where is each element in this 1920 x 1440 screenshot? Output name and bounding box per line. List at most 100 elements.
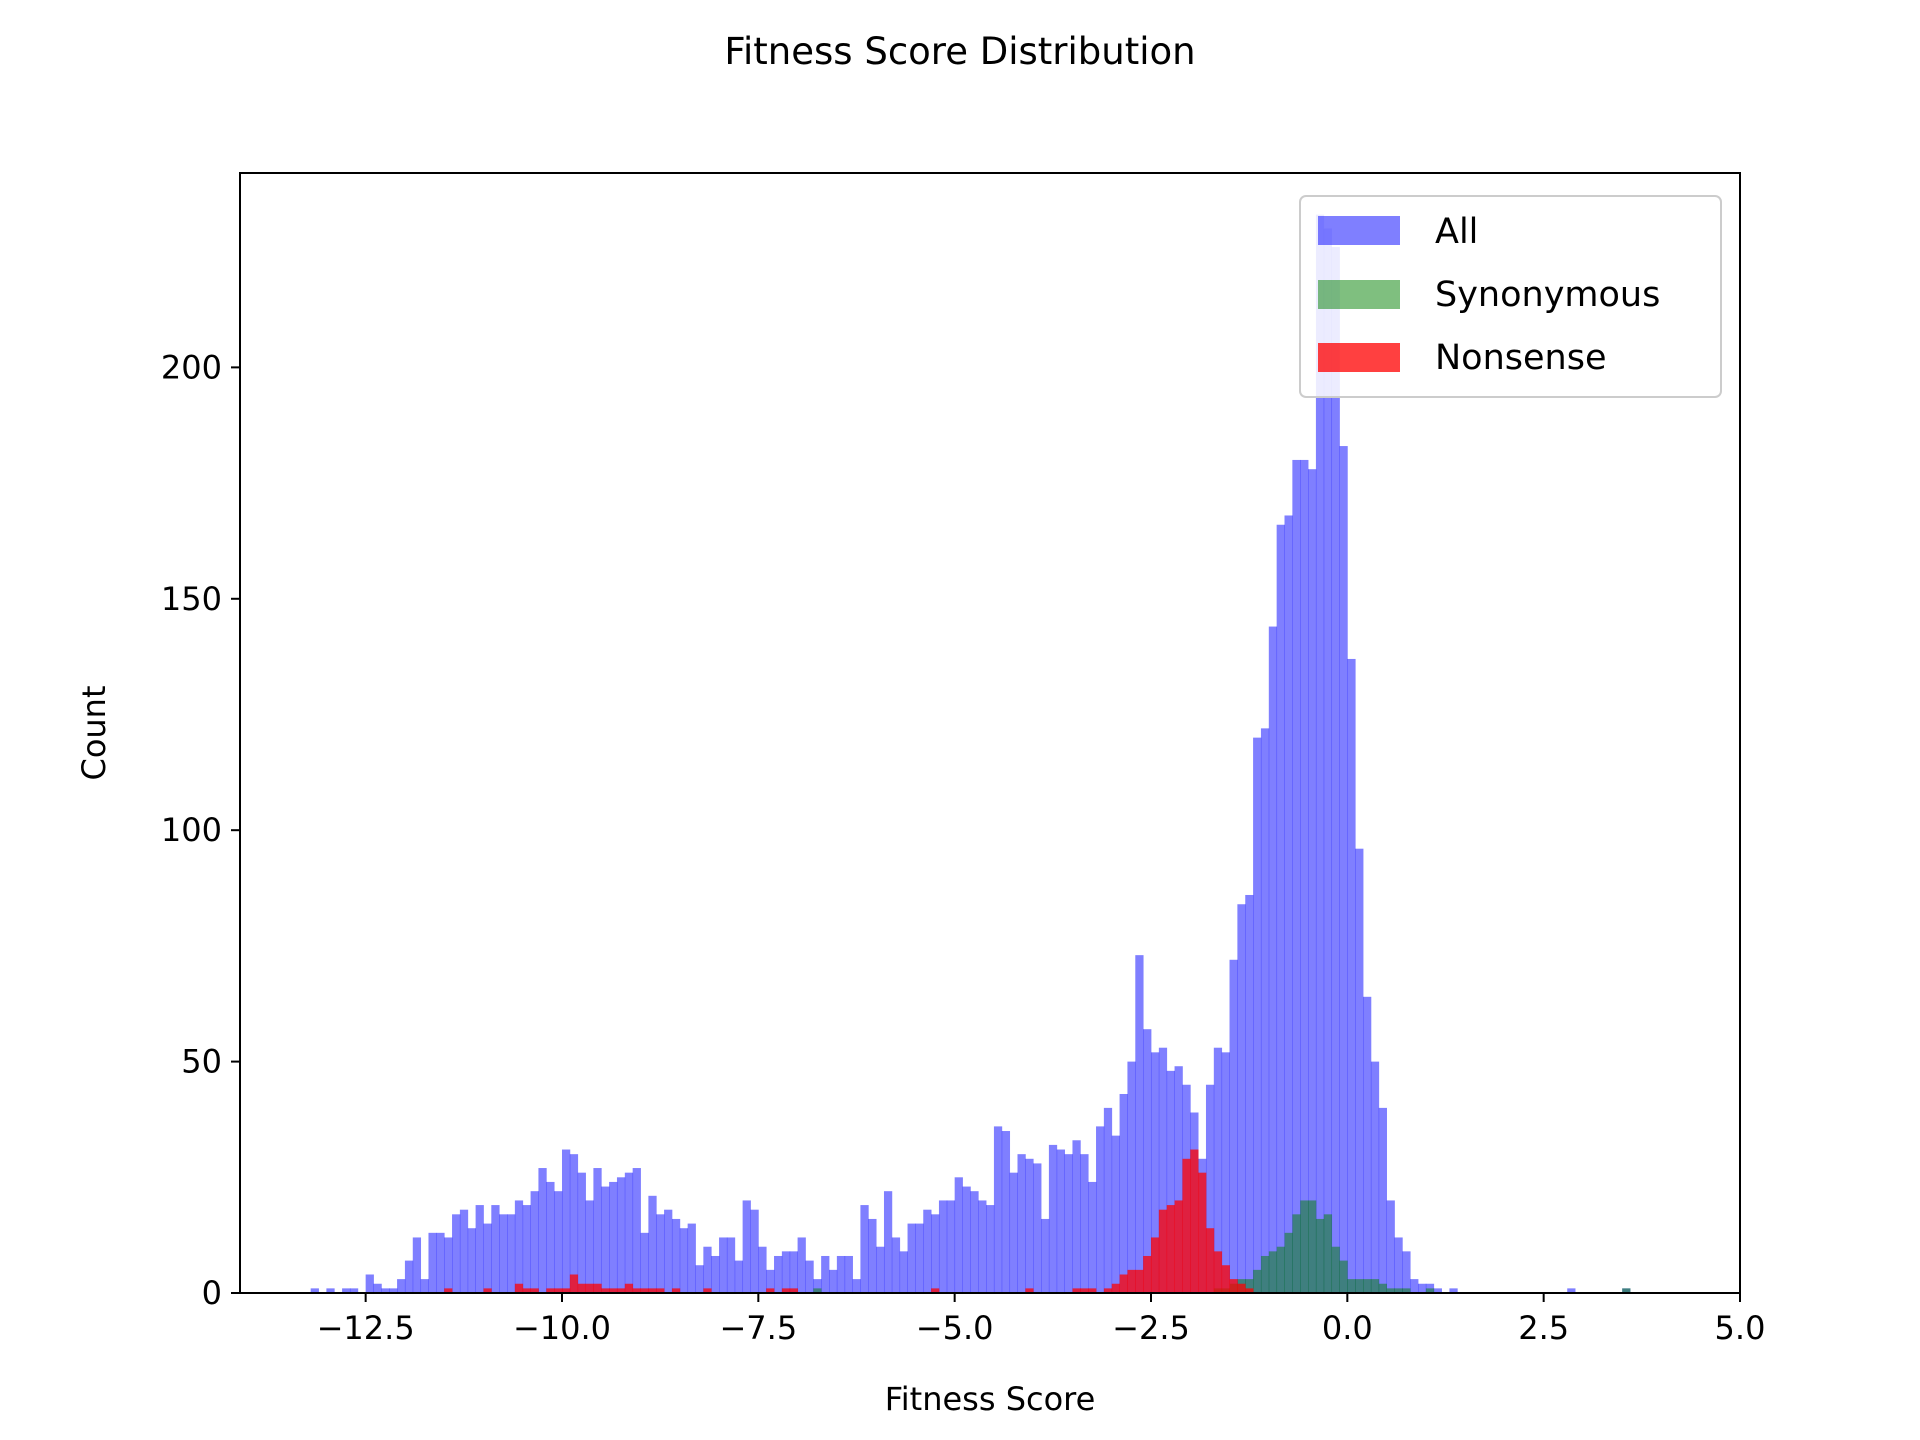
bar-all (1088, 1181, 1097, 1293)
bar-all (1229, 959, 1238, 1293)
bar-all (1048, 1144, 1058, 1293)
bar-all (624, 1172, 634, 1293)
legend-swatch-synonymous (1318, 280, 1400, 309)
bar-nonsense (766, 1288, 775, 1293)
x-tick-label: −10.0 (513, 1309, 611, 1347)
bar-all (1378, 1107, 1387, 1293)
bar-nonsense (1111, 1283, 1120, 1293)
bar-all (310, 1288, 319, 1293)
bar-nonsense (789, 1288, 798, 1293)
bar-all (1072, 1140, 1081, 1293)
bar-nonsense (585, 1283, 594, 1293)
bar-nonsense (1025, 1288, 1034, 1293)
bar-all (632, 1168, 641, 1293)
bar-synonymous (1268, 1251, 1278, 1293)
bar-all (538, 1168, 547, 1293)
bar-all (671, 1218, 681, 1293)
bar-synonymous (1425, 1288, 1435, 1293)
bar-nonsense (530, 1288, 539, 1293)
bar-synonymous (1260, 1255, 1270, 1293)
bar-all (821, 1255, 830, 1293)
bar-nonsense (1237, 1283, 1246, 1293)
y-tick-label: 200 (161, 348, 222, 386)
bar-all (1001, 1131, 1011, 1293)
bar-synonymous (1363, 1279, 1372, 1293)
legend-frame (1299, 195, 1722, 398)
bar-all (719, 1237, 728, 1293)
bar-nonsense (522, 1288, 531, 1293)
bar-all (1158, 1047, 1168, 1293)
bar-synonymous (1370, 1279, 1380, 1293)
bar-all (1033, 1163, 1042, 1293)
bar-all (687, 1223, 696, 1293)
bar-all (1205, 1084, 1215, 1293)
bar-all (938, 1200, 948, 1293)
bar-all (1111, 1135, 1120, 1293)
bar-all (1025, 1158, 1034, 1293)
bar-nonsense (1174, 1200, 1183, 1293)
bar-synonymous (1284, 1232, 1293, 1293)
bar-all (1418, 1283, 1427, 1293)
bar-synonymous (1292, 1214, 1301, 1293)
bar-all (1150, 1052, 1160, 1293)
bar-all (656, 1214, 665, 1293)
bar-nonsense (671, 1288, 681, 1293)
bar-synonymous (1315, 1218, 1325, 1293)
bar-nonsense (1245, 1288, 1254, 1293)
bar-all (483, 1223, 492, 1293)
histogram-bars (310, 214, 1631, 1293)
bar-nonsense (444, 1288, 453, 1293)
bar-synonymous (1347, 1279, 1356, 1293)
bar-all (993, 1126, 1003, 1293)
y-tick-label: 100 (161, 811, 222, 849)
bar-synonymous (1394, 1288, 1403, 1293)
bar-all (491, 1205, 500, 1293)
bar-all (868, 1218, 877, 1293)
bar-all (342, 1288, 351, 1293)
bar-all (1017, 1154, 1026, 1293)
bar-all (695, 1265, 704, 1293)
bar-all (711, 1255, 720, 1293)
bar-all (978, 1200, 987, 1293)
bar-all (703, 1246, 712, 1293)
bar-all (381, 1288, 390, 1293)
bar-all (1276, 524, 1285, 1293)
bar-nonsense (1143, 1255, 1152, 1293)
bar-all (609, 1181, 618, 1293)
x-axis-label: Fitness Score (885, 1380, 1096, 1418)
chart-title: Fitness Score Distribution (724, 30, 1195, 73)
bar-all (986, 1205, 995, 1293)
bar-synonymous (1622, 1288, 1631, 1293)
bar-all (1323, 228, 1333, 1293)
bar-all (844, 1255, 853, 1293)
bar-all (1064, 1154, 1073, 1293)
bar-nonsense (1135, 1269, 1144, 1293)
bar-all (664, 1209, 673, 1293)
bar-all (931, 1214, 940, 1293)
x-tick-label: −5.0 (916, 1309, 994, 1347)
bar-all (522, 1205, 531, 1293)
bar-nonsense (1205, 1228, 1215, 1293)
bar-all (797, 1237, 806, 1293)
legend-label-synonymous: Synonymous (1435, 275, 1660, 315)
bar-all (1237, 904, 1246, 1293)
bar-nonsense (609, 1288, 618, 1293)
bar-all (1394, 1237, 1403, 1293)
bar-all (412, 1237, 422, 1293)
bar-all (459, 1209, 469, 1293)
bar-all (883, 1191, 893, 1293)
bar-synonymous (1378, 1283, 1387, 1293)
bar-nonsense (1221, 1265, 1230, 1293)
bar-all (954, 1177, 963, 1293)
bar-all (836, 1255, 846, 1293)
bar-all (436, 1232, 445, 1293)
bar-all (781, 1251, 791, 1293)
bar-all (326, 1288, 335, 1293)
bar-all (1166, 1070, 1175, 1293)
y-axis-label: Count (75, 685, 113, 780)
bar-all (891, 1237, 901, 1293)
bar-all (774, 1255, 783, 1293)
bar-all (593, 1168, 602, 1293)
bar-nonsense (561, 1288, 571, 1293)
bar-all (1339, 446, 1348, 1293)
